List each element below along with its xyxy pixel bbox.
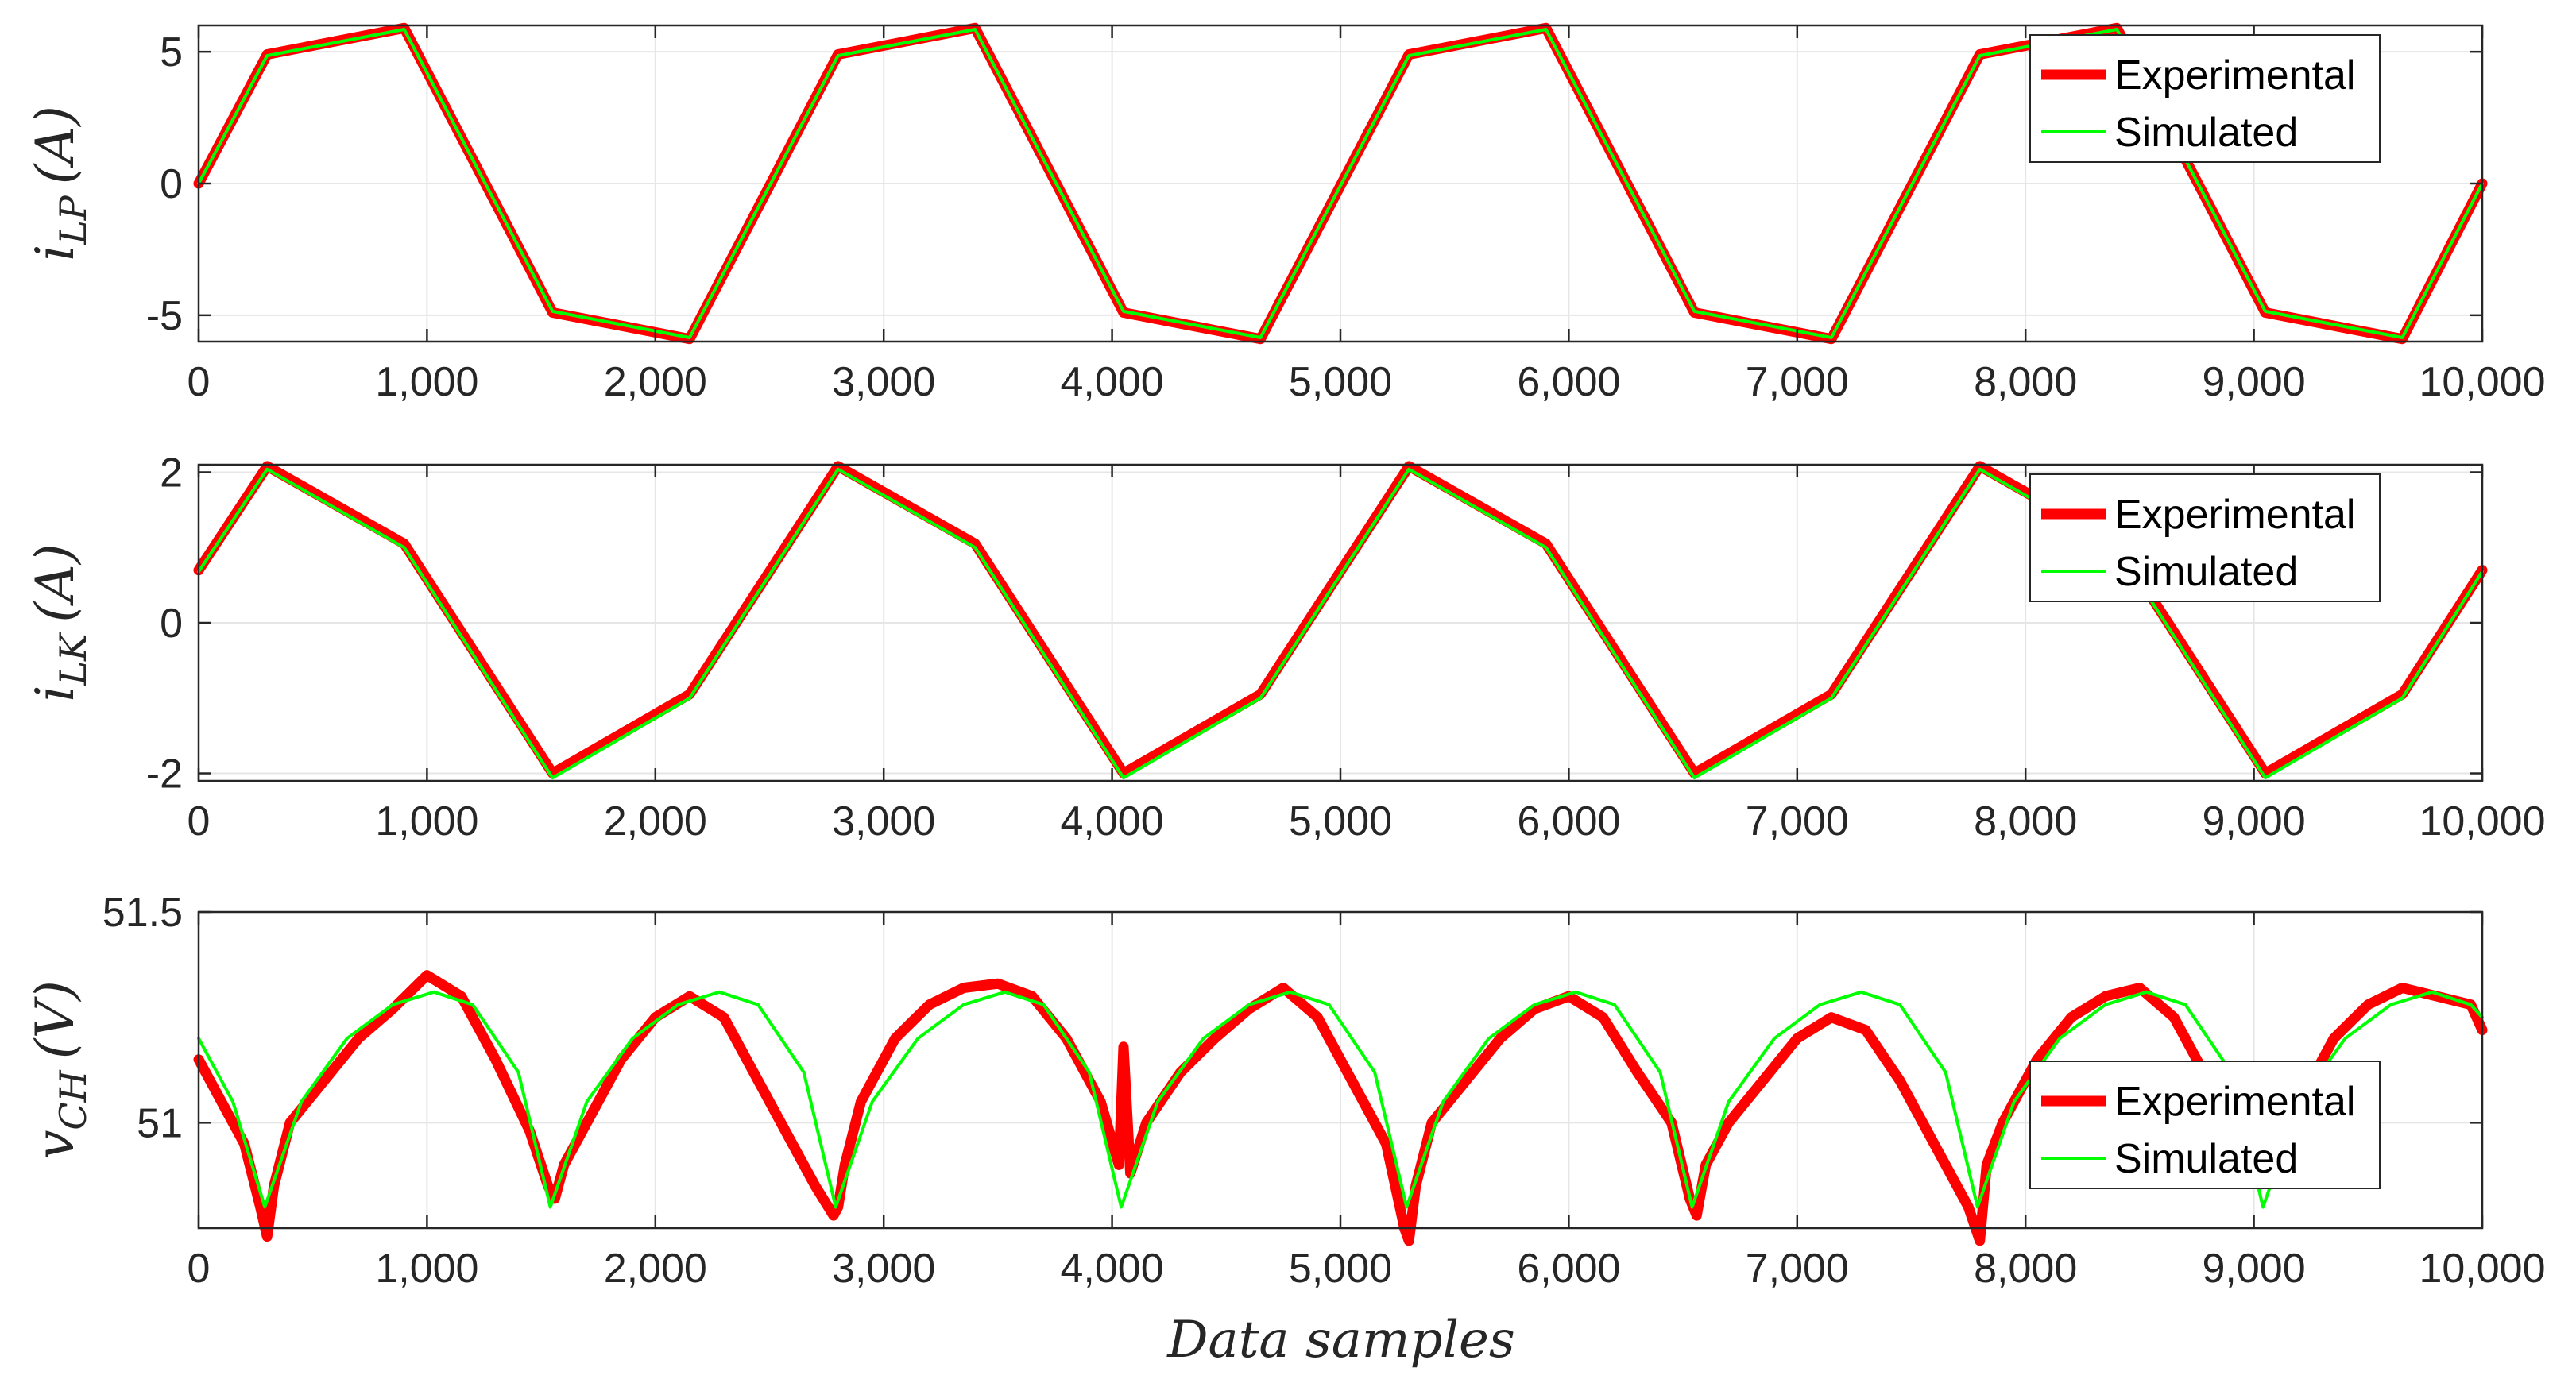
legend-label-simulated: Simulated <box>2114 1136 2298 1182</box>
legend: Experimental Simulated <box>2029 1061 2381 1189</box>
legend-label-experimental: Experimental <box>2114 1079 2355 1125</box>
legend-label-experimental: Experimental <box>2114 492 2355 538</box>
legend-box <box>2029 34 2381 163</box>
x-tick-label: 10,000 <box>2419 359 2545 405</box>
x-tick-label: 7,000 <box>1746 1246 1849 1292</box>
x-tick-label: 9,000 <box>2203 798 2306 844</box>
y-tick-label: 51.5 <box>102 890 183 936</box>
x-tick-label: 4,000 <box>1061 798 1164 844</box>
x-tick-label: 0 <box>188 1246 211 1292</box>
x-tick-label: 3,000 <box>832 798 935 844</box>
x-tick-label: 2,000 <box>604 798 707 844</box>
x-tick-label: 10,000 <box>2419 1246 2545 1292</box>
legend-box <box>2029 473 2381 602</box>
x-tick-label: 8,000 <box>1974 798 2077 844</box>
legend-label-simulated: Simulated <box>2114 549 2298 595</box>
y-tick-label: -5 <box>146 293 183 339</box>
x-tick-label: 6,000 <box>1517 359 1620 405</box>
x-tick-label: 7,000 <box>1746 359 1849 405</box>
y-axis-label: iLK(A) <box>25 543 95 701</box>
x-tick-label: 9,000 <box>2203 359 2306 405</box>
x-tick-label: 5,000 <box>1289 359 1392 405</box>
x-tick-label: 1,000 <box>375 359 478 405</box>
x-tick-label: 2,000 <box>604 359 707 405</box>
legend: Experimental Simulated <box>2029 473 2381 602</box>
x-tick-label: 10,000 <box>2419 798 2545 844</box>
x-tick-label: 0 <box>188 359 211 405</box>
x-tick-label: 1,000 <box>375 798 478 844</box>
x-tick-label: 4,000 <box>1061 359 1164 405</box>
x-tick-label: 8,000 <box>1974 359 2077 405</box>
legend-label-simulated: Simulated <box>2114 110 2298 156</box>
x-tick-label: 6,000 <box>1517 798 1620 844</box>
x-tick-label: 3,000 <box>832 1246 935 1292</box>
y-tick-label: 0 <box>160 601 183 647</box>
x-tick-label: 9,000 <box>2203 1246 2306 1292</box>
y-tick-label: -2 <box>146 751 183 798</box>
y-tick-label: 0 <box>160 161 183 207</box>
x-tick-label: 6,000 <box>1517 1246 1620 1292</box>
y-tick-label: 51 <box>137 1100 183 1146</box>
y-tick-label: 5 <box>160 29 183 75</box>
x-tick-label: 5,000 <box>1289 1246 1392 1292</box>
x-tick-label: 5,000 <box>1289 798 1392 844</box>
x-axis-label: Data samples <box>1166 1311 1515 1370</box>
series-simulated-line <box>197 990 2484 1209</box>
panel-3: 0 1,000 2,000 3,000 4,000 5,000 6,000 7,000 8,00… <box>25 890 2546 1292</box>
x-tick-label: 4,000 <box>1061 1246 1164 1292</box>
y-axis-label: vCH(V) <box>25 980 95 1160</box>
x-tick-label: 7,000 <box>1746 798 1849 844</box>
legend: Experimental Simulated <box>2029 34 2381 163</box>
y-axis-label: iLP(A) <box>25 106 95 261</box>
legend-label-experimental: Experimental <box>2114 52 2355 99</box>
x-tick-label: 8,000 <box>1974 1246 2077 1292</box>
x-tick-label: 2,000 <box>604 1246 707 1292</box>
panel-2: 0 1,000 2,000 3,000 4,000 5,000 6,000 7,000 8,00… <box>25 450 2546 844</box>
x-tick-label: 3,000 <box>832 359 935 405</box>
x-tick-label: 1,000 <box>375 1246 478 1292</box>
series-experimental-line <box>193 970 2488 1246</box>
panel-1: 0 1,000 2,000 3,000 4,000 5,000 6,000 7,000 8,00… <box>25 22 2546 405</box>
legend-box <box>2029 1061 2381 1189</box>
x-tick-label: 0 <box>188 798 211 844</box>
y-tick-label: 2 <box>160 450 183 496</box>
